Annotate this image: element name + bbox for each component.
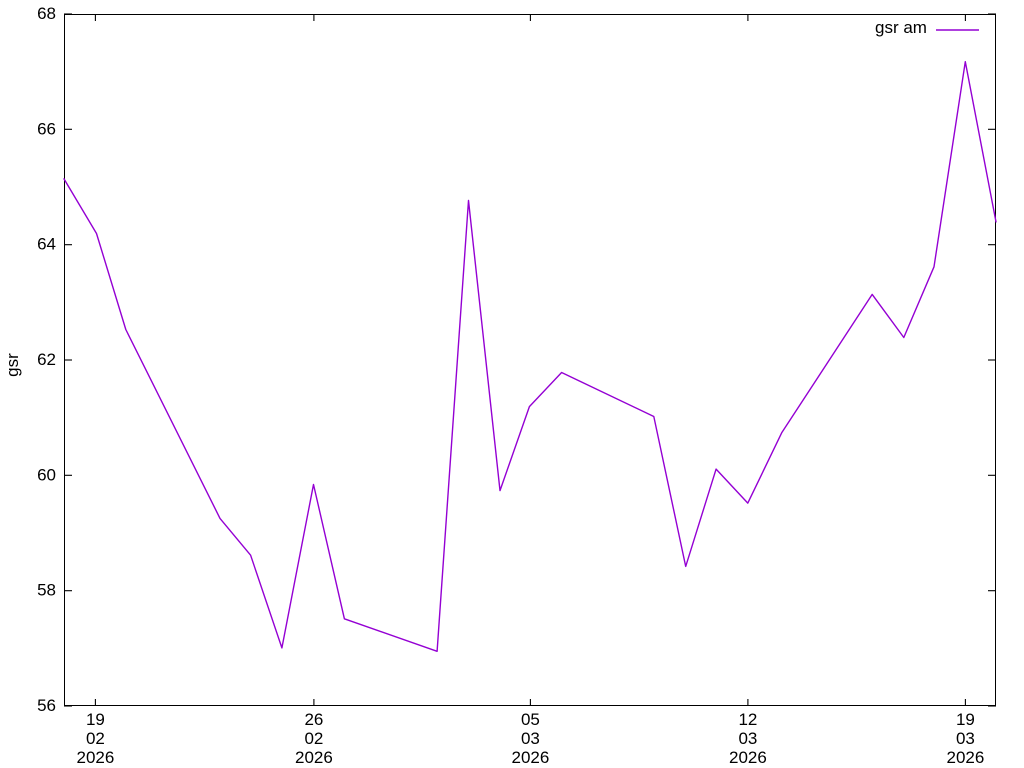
svg-text:02: 02	[304, 729, 323, 748]
svg-text:2026: 2026	[511, 748, 549, 767]
svg-text:2026: 2026	[946, 748, 984, 767]
svg-text:68: 68	[37, 4, 56, 23]
svg-text:03: 03	[738, 729, 757, 748]
svg-text:19: 19	[956, 710, 975, 729]
svg-text:60: 60	[37, 465, 56, 484]
svg-text:66: 66	[37, 119, 56, 138]
svg-text:05: 05	[521, 710, 540, 729]
svg-text:12: 12	[738, 710, 757, 729]
svg-text:03: 03	[956, 729, 975, 748]
svg-text:19: 19	[86, 710, 105, 729]
svg-text:gsr am: gsr am	[875, 18, 927, 37]
svg-text:62: 62	[37, 350, 56, 369]
svg-text:26: 26	[304, 710, 323, 729]
svg-text:2026: 2026	[295, 748, 333, 767]
svg-text:58: 58	[37, 581, 56, 600]
svg-text:2026: 2026	[729, 748, 767, 767]
svg-text:2026: 2026	[76, 748, 114, 767]
svg-text:02: 02	[86, 729, 105, 748]
svg-text:gsr: gsr	[3, 353, 22, 377]
svg-text:64: 64	[37, 235, 56, 254]
svg-text:03: 03	[521, 729, 540, 748]
svg-text:56: 56	[37, 696, 56, 715]
